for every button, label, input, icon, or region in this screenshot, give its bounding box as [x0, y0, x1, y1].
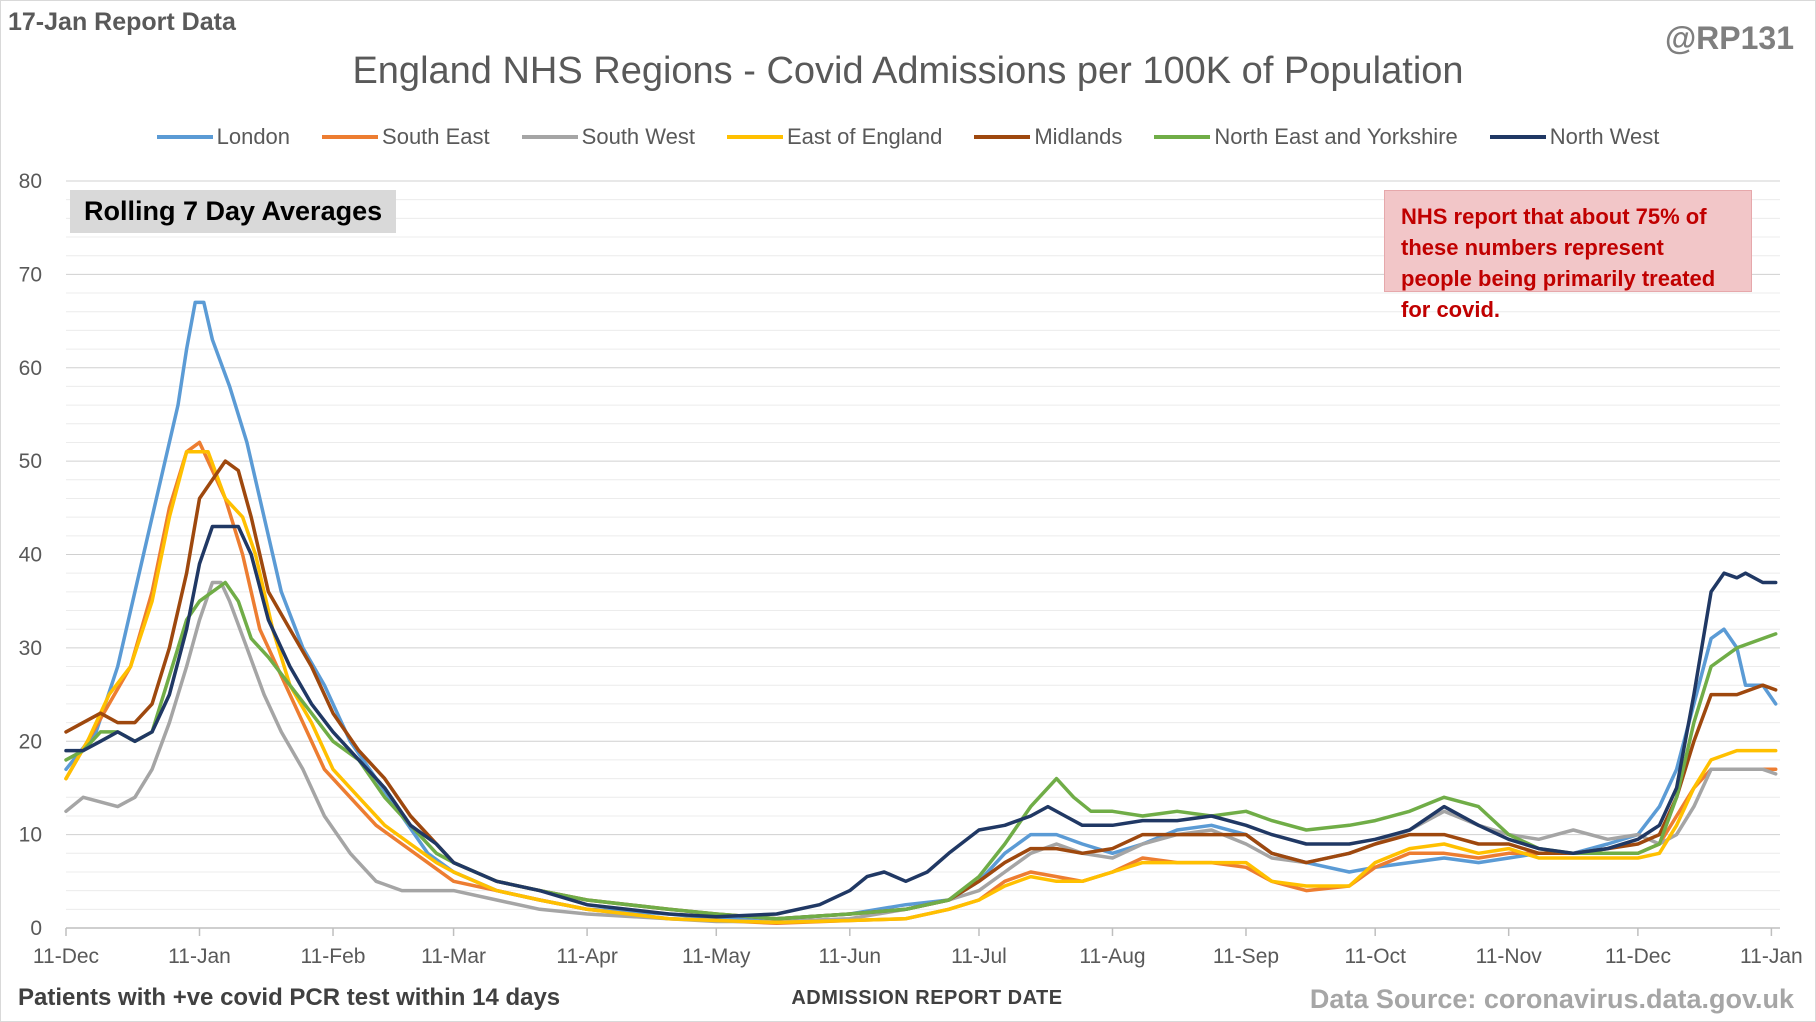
legend-item-south-west: South West	[521, 124, 695, 150]
series-line-north-west	[64, 524, 1778, 919]
series-line-east-of-england	[64, 450, 1778, 925]
y-tick-label: 30	[19, 637, 42, 660]
x-tick-label: 11-Mar	[421, 945, 486, 968]
legend-label: London	[216, 124, 291, 149]
legend: London South East South West East of Englan…	[0, 124, 1816, 150]
legend-swatch	[322, 135, 379, 139]
legend-label: South West	[581, 124, 695, 149]
report-date-label: 17-Jan Report Data	[8, 8, 236, 36]
legend-label: East of England	[787, 124, 943, 149]
y-tick-label: 60	[19, 357, 42, 380]
y-tick-label: 70	[19, 263, 42, 286]
legend-item-south-east: South East	[322, 124, 490, 150]
legend-swatch	[156, 135, 213, 139]
x-tick-label: 11-Oct	[1344, 945, 1406, 968]
legend-label: North West	[1549, 124, 1660, 149]
y-tick-label: 10	[19, 824, 42, 847]
data-source: Data Source: coronavirus.data.gov.uk	[1309, 984, 1794, 1014]
axes: 0 10 20 30 40 50 60 70 80 11-Dec 11-Jan 11-Feb 11-Ma…	[19, 170, 1803, 968]
legend-item-east-of-england: East of England	[727, 124, 942, 150]
x-tick-label: 11-May	[682, 945, 751, 968]
nhs-note-box: NHS report that about 75% of these numbe…	[1384, 190, 1752, 322]
x-tick-label: 11-Apr	[556, 945, 617, 968]
chart-title: England NHS Regions - Covid Admissions p…	[352, 50, 1464, 92]
legend-item-north-east-and-yorkshire: North East and Yorkshire	[1154, 124, 1458, 150]
legend-label: North East and Yorkshire	[1214, 124, 1458, 149]
gridlines	[66, 180, 1780, 929]
x-tick-label: 11-Aug	[1079, 945, 1145, 968]
legend-swatch	[1489, 135, 1546, 139]
legend-swatch	[1154, 135, 1211, 139]
legend-swatch	[521, 135, 578, 139]
series-line-south-west	[64, 580, 1778, 924]
legend-item-north-west: North West	[1489, 124, 1660, 150]
legend-label: Midlands	[1034, 124, 1123, 149]
legend-swatch	[727, 135, 783, 139]
series-lines	[64, 300, 1778, 926]
x-tick-label: 11-Jan	[168, 945, 231, 968]
x-tick-label: 11-Jul	[951, 945, 1007, 968]
x-tick-label: 11-Nov	[1476, 945, 1543, 968]
x-tick-label: 11-Feb	[301, 945, 366, 968]
legend-label: South East	[382, 124, 490, 149]
legend-item-london: London	[156, 124, 291, 150]
x-tick-label: 11-Dec	[1605, 945, 1671, 968]
x-tick-label: 11-Jun	[818, 945, 881, 968]
x-tick-label: 11-Dec	[33, 945, 99, 968]
y-tick-label: 50	[19, 450, 42, 473]
legend-item-midlands: Midlands	[974, 124, 1122, 150]
footer-note: Patients with +ve covid PCR test within …	[18, 984, 561, 1011]
y-tick-label: 20	[19, 730, 42, 753]
y-tick-label: 0	[30, 917, 42, 940]
x-axis-title: ADMISSION REPORT DATE	[791, 987, 1063, 1009]
x-tick-label: 11-Jan	[1740, 945, 1803, 968]
y-tick-label: 80	[19, 170, 42, 193]
x-tick-label: 11-Sep	[1213, 945, 1279, 968]
series-line-north-east-and-yorkshire	[64, 580, 1778, 921]
legend-swatch	[974, 135, 1031, 139]
author-handle: @RP131	[1664, 20, 1794, 56]
y-tick-label: 40	[19, 544, 42, 567]
rolling-average-label: Rolling 7 Day Averages	[70, 190, 397, 233]
